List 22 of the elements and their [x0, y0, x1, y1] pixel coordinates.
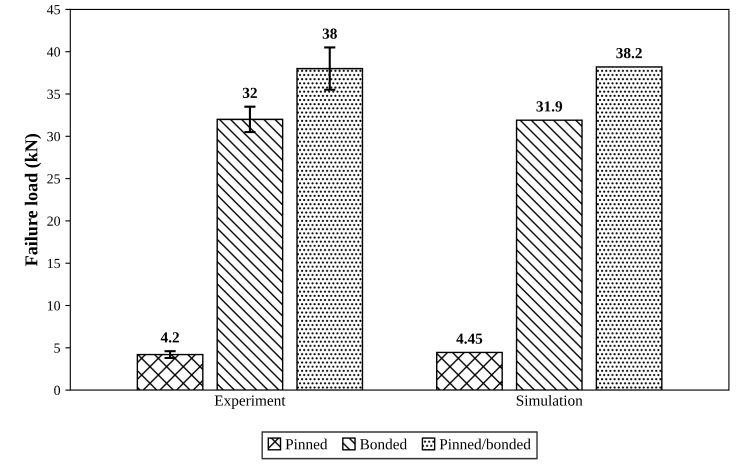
y-tick-label: 5	[54, 344, 60, 353]
data-label: 4.45	[456, 334, 482, 344]
y-tick-label: 30	[47, 132, 60, 142]
y-tick-label: 25	[47, 174, 60, 184]
y-tick-label: 10	[48, 301, 60, 310]
y-axis-title: Failure load (kN)	[24, 134, 42, 266]
y-tick-label: 15	[48, 258, 60, 268]
x-tick-label: Simulation	[516, 394, 583, 406]
legend-label: Bonded	[360, 438, 407, 450]
y-tick-label: 40	[46, 47, 60, 57]
data-label: 32	[242, 88, 257, 98]
y-tick-label: 20	[47, 216, 60, 226]
data-label: 31.9	[536, 101, 562, 112]
y-tick-label: 0	[54, 386, 60, 396]
x-tick-label: Experiment	[214, 395, 286, 409]
y-tick-label: 45	[46, 5, 60, 14]
data-label: 4.2	[160, 332, 179, 343]
legend-label: Pinned/bonded	[440, 438, 531, 450]
y-tick-label: 35	[47, 90, 60, 99]
data-label: 38	[322, 28, 337, 39]
legend-label: Pinned	[286, 438, 328, 450]
data-label: 38.2	[616, 48, 642, 58]
